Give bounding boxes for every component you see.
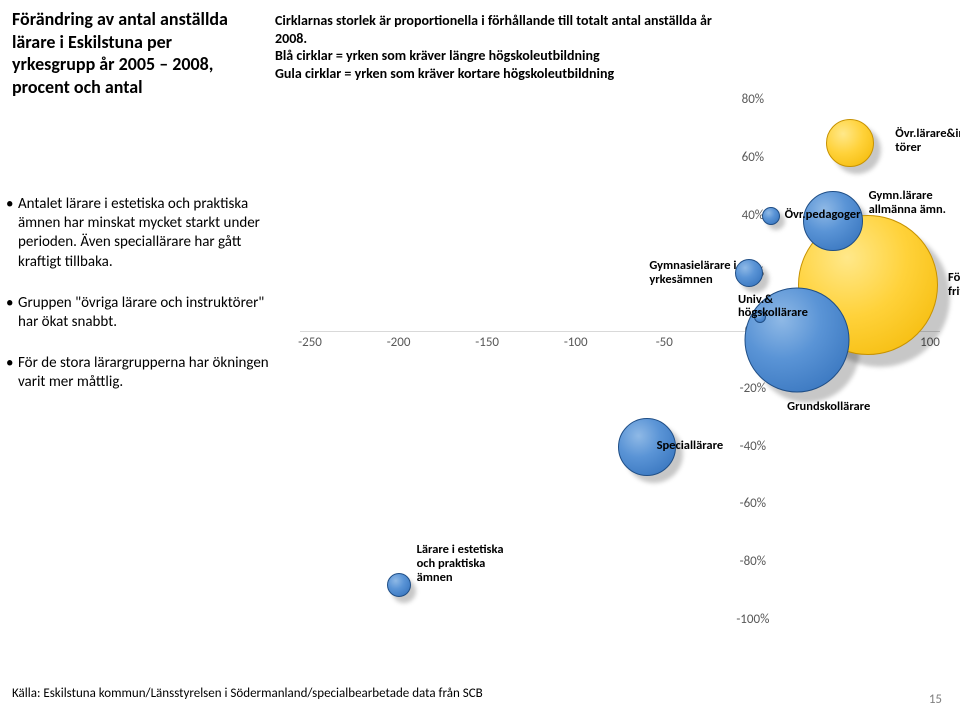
bubble (762, 207, 780, 225)
x-tick-label: -100 (564, 335, 588, 350)
x-tick-label: -150 (475, 335, 499, 350)
legend-line-1: Cirklarnas storlek är proportionella i f… (275, 12, 745, 47)
y-tick-label: 60% (742, 150, 764, 165)
footer-source: Källa: Eskilstuna kommun/Länsstyrelsen i… (12, 686, 483, 701)
bubble (735, 259, 763, 287)
bubble (387, 573, 411, 597)
bubble-label: Speciallärare (657, 439, 724, 453)
bubble-chart: -250-200-150-100-50050100-100%-80%-60%-4… (300, 90, 940, 650)
page-title: Förändring av antal anställda lärare i E… (12, 8, 242, 98)
y-tick-label: -40% (740, 439, 766, 454)
bubble-label: Övr.pedagoger (785, 208, 861, 222)
y-tick-label: -100% (736, 612, 769, 627)
x-tick-label: -250 (298, 335, 322, 350)
bubble-label: Förskollär&fritidsped. (948, 271, 960, 299)
y-tick-label: -80% (740, 554, 766, 569)
bullet-item: Antalet lärare i estetiska och praktiska… (6, 195, 281, 272)
bubble (826, 119, 874, 167)
bubble-label: Lärare i estetiskaoch praktiska ämnen (417, 543, 504, 584)
bubble-label: Gymnasielärare iyrkesämnen (649, 259, 736, 287)
legend-line-3: Gula cirklar = yrken som kräver kortare … (275, 65, 745, 83)
chart-legend: Cirklarnas storlek är proportionella i f… (275, 12, 745, 82)
bubble-label: Gymn.lärareallmänna ämn. (869, 189, 946, 217)
bubble-label: Univ.&högskollärare (738, 293, 808, 321)
bullet-list: Antalet lärare i estetiska och praktiska… (6, 195, 281, 415)
bubble-label: Grundskollärare (787, 400, 870, 414)
bullet-item: För de stora lärargrupperna har ökningen… (6, 354, 281, 392)
x-tick-label: -200 (387, 335, 411, 350)
y-tick-label: 80% (742, 92, 764, 107)
x-tick-label: -50 (656, 335, 673, 350)
y-tick-label: -60% (740, 496, 766, 511)
page-number: 15 (929, 692, 942, 707)
bubble-label: Övr.lärare&instruktörer (895, 127, 960, 155)
y-tick-label: -20% (740, 381, 766, 396)
legend-line-2: Blå cirklar = yrken som kräver längre hö… (275, 47, 745, 65)
bullet-item: Gruppen "övriga lärare och instruktörer"… (6, 294, 281, 332)
